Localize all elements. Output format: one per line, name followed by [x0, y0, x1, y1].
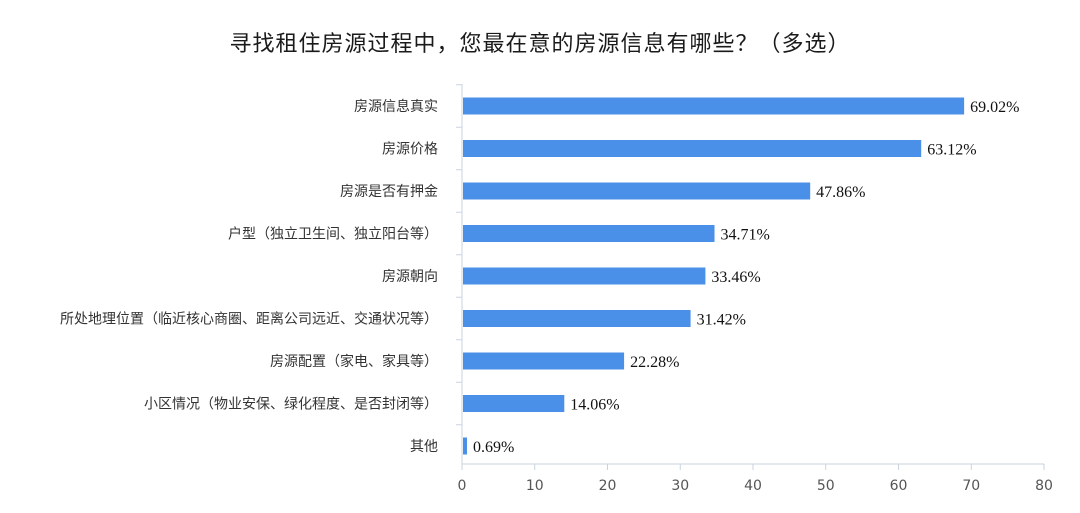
data-label: 14.06% [570, 397, 619, 414]
category-label: 所处地理位置（临近核心商圈、距离公司远近、交通状况等） [60, 311, 438, 328]
bar [463, 352, 625, 370]
data-label: 69.02% [970, 99, 1019, 116]
x-tick-label: 50 [817, 478, 835, 494]
category-label: 房源朝向 [382, 269, 438, 285]
category-label: 小区情况（物业安保、绿化程度、是否封闭等） [144, 396, 438, 413]
x-tick-label: 70 [962, 478, 980, 494]
bar [463, 395, 565, 412]
category-label: 其他 [410, 439, 438, 455]
x-tick-label: 40 [744, 478, 762, 494]
bar [463, 140, 922, 157]
bar [463, 182, 811, 200]
category-label: 房源配置（家电、家具等） [270, 353, 438, 370]
bar [463, 97, 965, 115]
x-tick-label: 30 [671, 478, 689, 494]
bar [463, 437, 468, 455]
bar [463, 310, 691, 327]
x-tick-label: 0 [458, 478, 467, 494]
bar [463, 267, 706, 285]
data-label: 34.71% [721, 227, 770, 244]
category-label: 户型（独立卫生间、独立阳台等） [228, 226, 438, 243]
chart-title: 寻找租住房源过程中，您最在意的房源信息有哪些？（多选） [229, 32, 851, 57]
bar [463, 225, 715, 242]
data-label: 63.12% [927, 142, 976, 159]
data-label: 31.42% [697, 312, 746, 329]
category-label: 房源信息真实 [354, 98, 438, 115]
x-tick-label: 60 [890, 478, 908, 494]
x-tick-label: 80 [1035, 478, 1053, 494]
data-label: 0.69% [473, 439, 514, 456]
x-tick-label: 20 [599, 478, 617, 494]
data-label: 22.28% [630, 354, 679, 371]
category-label: 房源是否有押金 [340, 184, 438, 200]
data-label: 33.46% [711, 269, 760, 286]
category-label: 房源价格 [382, 142, 438, 158]
data-label: 47.86% [816, 184, 865, 201]
x-tick-label: 10 [526, 478, 544, 494]
